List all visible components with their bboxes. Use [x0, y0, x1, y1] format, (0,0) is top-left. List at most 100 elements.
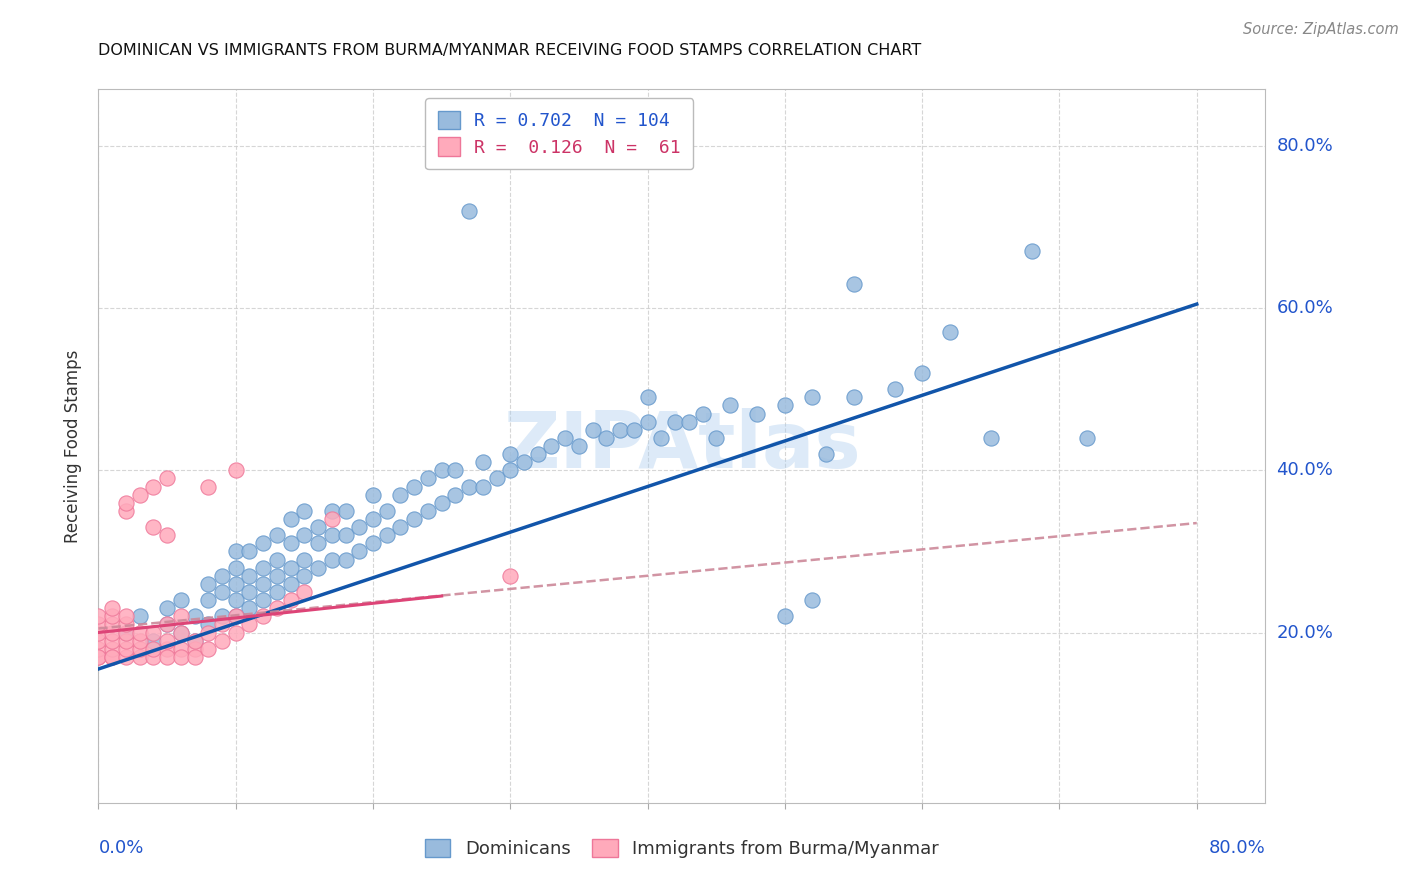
Point — [389, 520, 412, 534]
Point — [266, 568, 288, 582]
Point — [292, 552, 315, 566]
Point — [595, 431, 617, 445]
Text: ZIPAtlas: ZIPAtlas — [503, 408, 860, 484]
Text: DOMINICAN VS IMMIGRANTS FROM BURMA/MYANMAR RECEIVING FOOD STAMPS CORRELATION CHA: DOMINICAN VS IMMIGRANTS FROM BURMA/MYANM… — [98, 43, 922, 58]
Point — [142, 520, 165, 534]
Point — [87, 617, 110, 632]
Point — [211, 568, 233, 582]
Point — [292, 568, 315, 582]
Point — [101, 601, 124, 615]
Point — [335, 504, 357, 518]
Text: 40.0%: 40.0% — [1277, 461, 1333, 479]
Point — [170, 625, 193, 640]
Point — [87, 609, 110, 624]
Point — [142, 633, 165, 648]
Point — [718, 399, 741, 413]
Point — [238, 568, 260, 582]
Point — [156, 528, 179, 542]
Point — [815, 447, 838, 461]
Point — [404, 479, 426, 493]
Point — [773, 609, 796, 624]
Point — [361, 512, 384, 526]
Point — [842, 390, 865, 404]
Point — [773, 399, 796, 413]
Point — [128, 488, 150, 502]
Point — [115, 641, 138, 656]
Point — [183, 609, 205, 624]
Point — [128, 609, 150, 624]
Point — [115, 609, 138, 624]
Point — [183, 633, 205, 648]
Point — [101, 609, 124, 624]
Point — [280, 560, 302, 574]
Point — [938, 326, 960, 340]
Point — [623, 423, 645, 437]
Point — [156, 617, 179, 632]
Point — [321, 504, 343, 518]
Point — [87, 649, 110, 664]
Point — [142, 649, 165, 664]
Point — [280, 536, 302, 550]
Point — [307, 536, 329, 550]
Point — [361, 488, 384, 502]
Point — [225, 625, 247, 640]
Point — [211, 609, 233, 624]
Point — [183, 649, 205, 664]
Point — [349, 520, 371, 534]
Point — [444, 488, 467, 502]
Point — [801, 390, 824, 404]
Point — [375, 528, 398, 542]
Point — [170, 641, 193, 656]
Point — [430, 463, 453, 477]
Point — [101, 641, 124, 656]
Point — [266, 585, 288, 599]
Point — [156, 633, 179, 648]
Point — [404, 512, 426, 526]
Point — [430, 496, 453, 510]
Point — [211, 585, 233, 599]
Point — [292, 528, 315, 542]
Point — [292, 585, 315, 599]
Point — [471, 479, 494, 493]
Point — [375, 504, 398, 518]
Legend: Dominicans, Immigrants from Burma/Myanmar: Dominicans, Immigrants from Burma/Myanma… — [418, 831, 946, 865]
Point — [225, 609, 247, 624]
Point — [554, 431, 576, 445]
Point — [335, 528, 357, 542]
Point — [142, 479, 165, 493]
Point — [238, 544, 260, 558]
Point — [101, 649, 124, 664]
Text: 0.0%: 0.0% — [98, 838, 143, 857]
Point — [444, 463, 467, 477]
Point — [156, 641, 179, 656]
Point — [197, 593, 219, 607]
Point — [458, 479, 481, 493]
Point — [101, 625, 124, 640]
Point — [197, 577, 219, 591]
Point — [115, 504, 138, 518]
Point — [128, 625, 150, 640]
Point — [115, 625, 138, 640]
Point — [609, 423, 631, 437]
Point — [183, 641, 205, 656]
Point — [416, 471, 439, 485]
Point — [156, 601, 179, 615]
Point — [183, 633, 205, 648]
Point — [252, 536, 274, 550]
Point — [225, 463, 247, 477]
Point — [568, 439, 591, 453]
Point — [252, 560, 274, 574]
Point — [128, 633, 150, 648]
Point — [128, 649, 150, 664]
Point — [87, 641, 110, 656]
Point — [280, 593, 302, 607]
Point — [526, 447, 548, 461]
Point — [307, 560, 329, 574]
Point — [156, 649, 179, 664]
Point — [335, 552, 357, 566]
Point — [225, 544, 247, 558]
Y-axis label: Receiving Food Stamps: Receiving Food Stamps — [65, 350, 83, 542]
Point — [349, 544, 371, 558]
Text: 60.0%: 60.0% — [1277, 299, 1333, 318]
Point — [1076, 431, 1098, 445]
